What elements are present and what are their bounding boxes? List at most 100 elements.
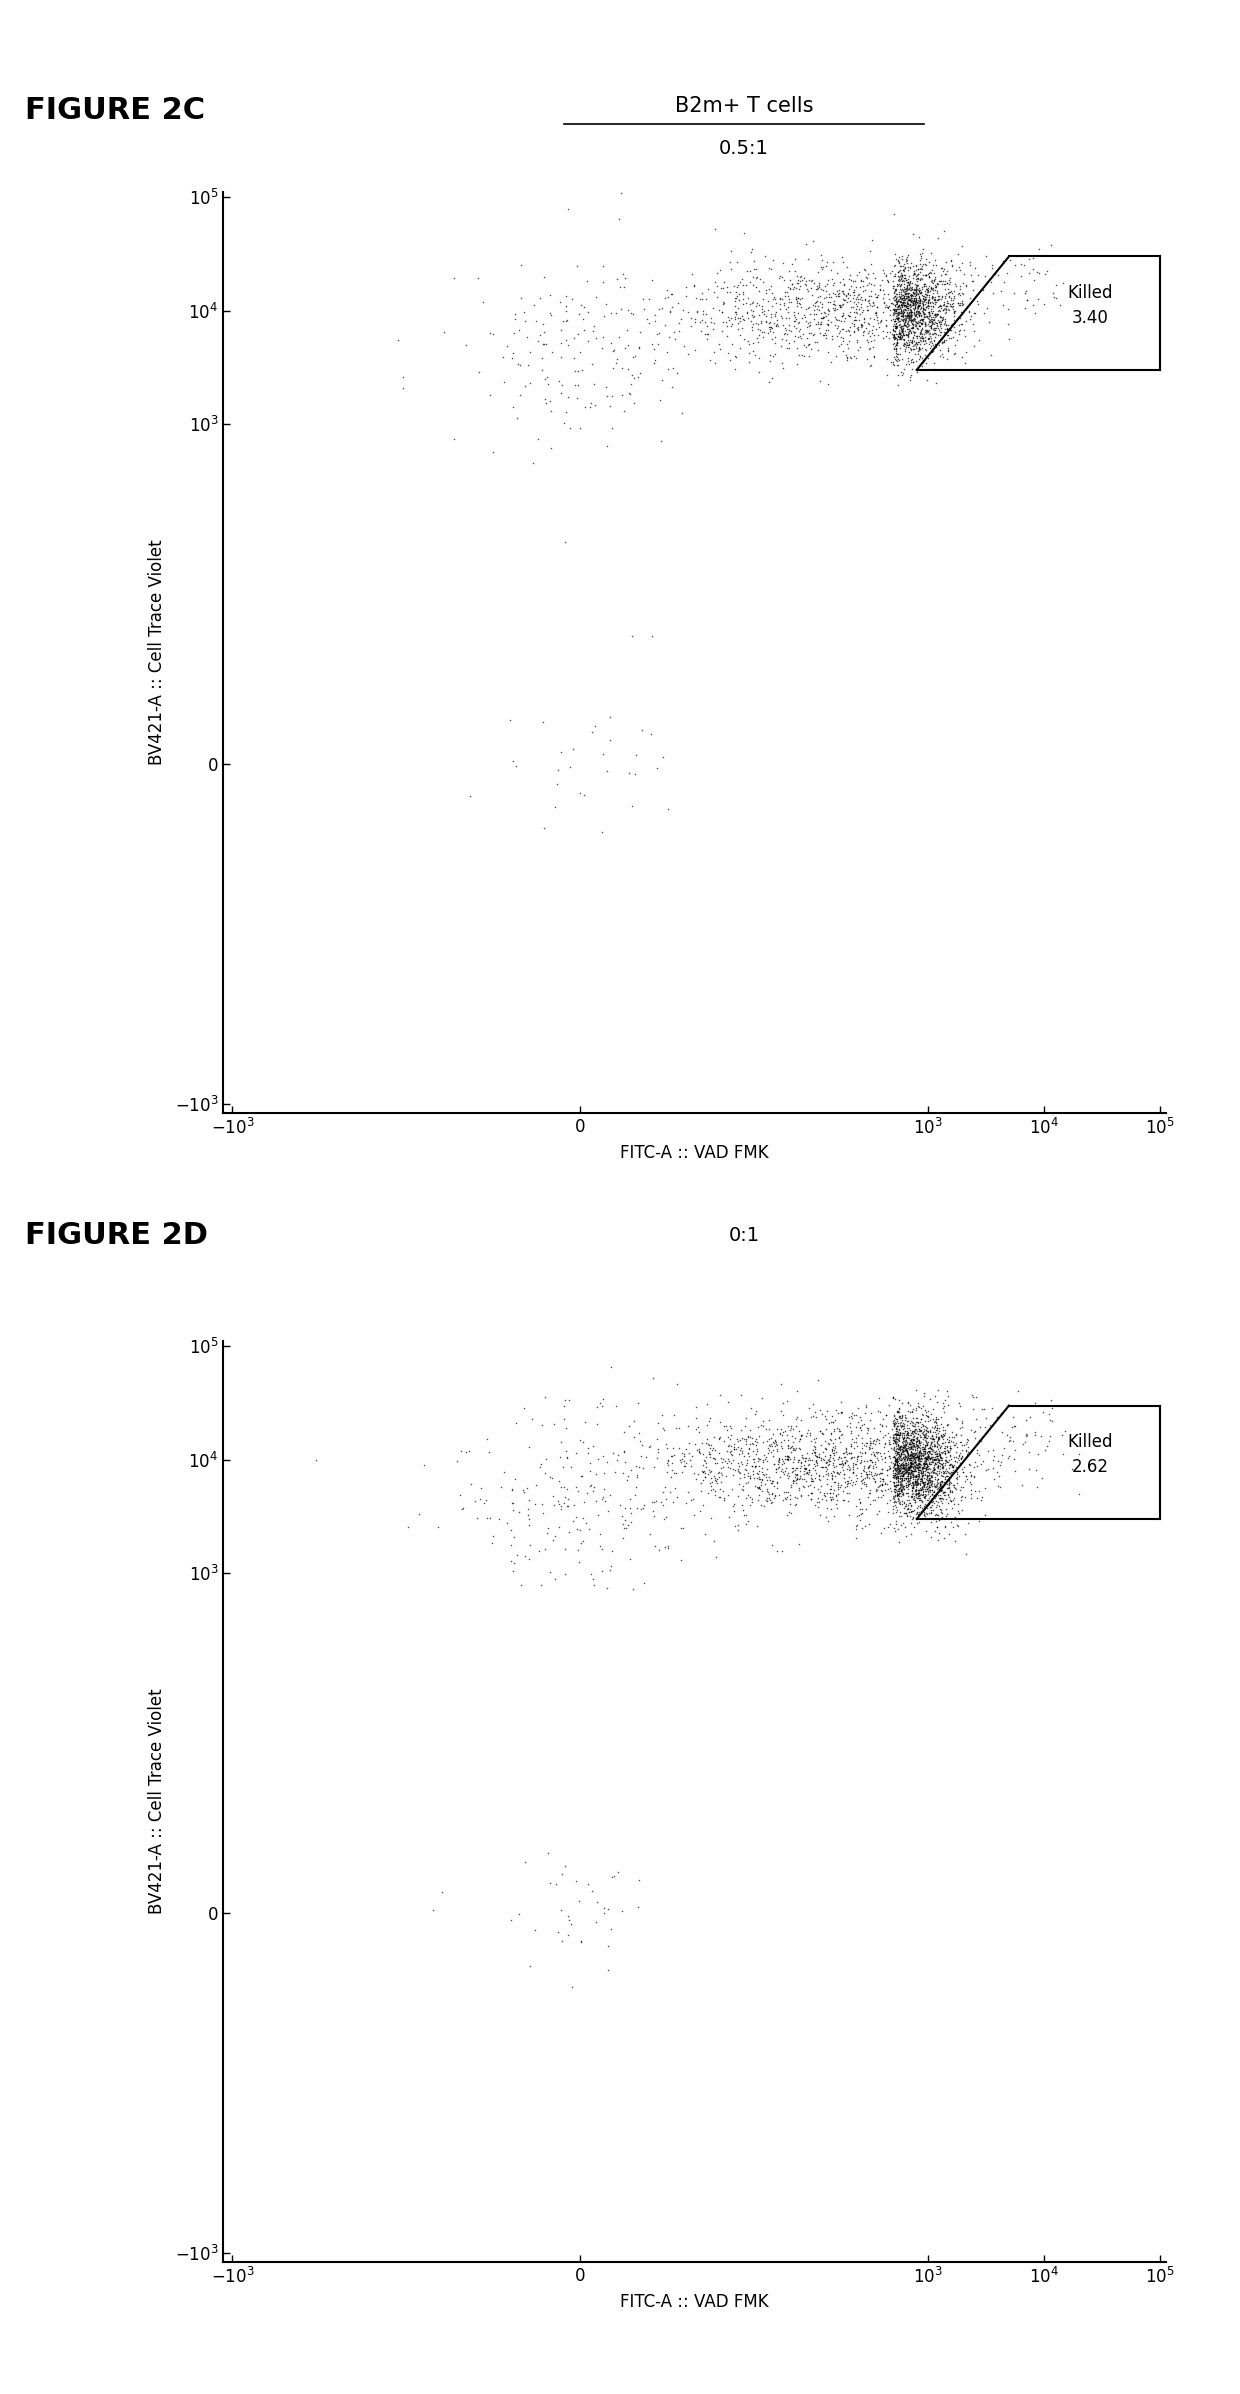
Point <box>777 1456 797 1494</box>
Point <box>935 266 955 304</box>
Point <box>888 1391 908 1429</box>
Point <box>924 304 944 342</box>
Point <box>916 1460 936 1499</box>
Point <box>707 266 727 304</box>
Point <box>667 354 687 393</box>
Point <box>906 1439 926 1477</box>
Point <box>569 294 589 333</box>
Point <box>915 1487 935 1525</box>
Point <box>822 1456 842 1494</box>
Point <box>839 338 859 376</box>
Point <box>889 280 909 318</box>
Point <box>712 1439 732 1477</box>
Point <box>709 1458 729 1496</box>
Point <box>916 256 936 294</box>
Point <box>709 1453 729 1491</box>
Point <box>913 1458 932 1496</box>
Point <box>673 1508 693 1547</box>
Point <box>510 1896 529 1934</box>
Point <box>887 323 906 361</box>
Point <box>792 261 812 299</box>
Point <box>905 1410 925 1448</box>
Point <box>786 1484 806 1523</box>
Point <box>815 314 835 352</box>
Point <box>936 1429 956 1468</box>
Point <box>884 280 904 318</box>
Point <box>931 1470 951 1508</box>
Point <box>905 1460 925 1499</box>
Point <box>897 1444 916 1482</box>
Point <box>885 340 905 378</box>
Point <box>945 266 965 304</box>
Point <box>652 290 672 328</box>
Point <box>804 1448 823 1487</box>
Point <box>916 1494 936 1532</box>
Point <box>893 280 913 318</box>
Point <box>795 1456 815 1494</box>
Point <box>893 316 913 354</box>
Point <box>913 244 932 282</box>
Point <box>556 292 575 330</box>
Point <box>797 1456 817 1494</box>
Point <box>887 275 906 314</box>
Point <box>908 1429 928 1468</box>
Point <box>901 1424 921 1463</box>
Point <box>505 314 525 352</box>
Point <box>901 1451 921 1489</box>
Point <box>534 359 554 397</box>
Point <box>909 1503 929 1542</box>
Point <box>645 294 665 333</box>
Point <box>914 1432 934 1470</box>
Point <box>875 256 895 294</box>
Point <box>766 1453 786 1491</box>
Point <box>913 1405 932 1444</box>
Point <box>776 290 796 328</box>
Point <box>905 1458 925 1496</box>
Point <box>893 326 913 364</box>
Point <box>800 1415 820 1453</box>
Point <box>832 297 852 335</box>
Point <box>897 294 916 333</box>
Point <box>644 1448 663 1487</box>
Point <box>884 1508 904 1547</box>
Point <box>734 302 754 340</box>
Point <box>828 1468 848 1506</box>
Point <box>920 1494 940 1532</box>
Point <box>884 1408 904 1446</box>
Point <box>904 1444 924 1482</box>
Point <box>854 1465 874 1503</box>
Point <box>993 285 1013 323</box>
Point <box>928 1429 947 1468</box>
Point <box>825 1420 844 1458</box>
Point <box>901 1446 921 1484</box>
Point <box>701 1470 720 1508</box>
Point <box>852 292 872 330</box>
Point <box>903 1470 923 1508</box>
Point <box>746 304 766 342</box>
Point <box>932 1448 952 1487</box>
Point <box>875 1424 895 1463</box>
Point <box>899 311 919 350</box>
Point <box>908 1460 928 1499</box>
Point <box>884 1458 904 1496</box>
Point <box>945 280 965 318</box>
Point <box>935 271 955 309</box>
Point <box>934 1393 954 1432</box>
Point <box>775 1453 795 1491</box>
Point <box>951 1439 971 1477</box>
Point <box>904 309 924 347</box>
Point <box>748 304 768 342</box>
Point <box>506 1460 526 1499</box>
Point <box>868 1420 888 1458</box>
Point <box>738 323 758 361</box>
Point <box>898 247 918 285</box>
Point <box>693 1453 713 1491</box>
Point <box>892 294 911 333</box>
Point <box>901 292 921 330</box>
Point <box>744 330 764 369</box>
Point <box>934 290 954 328</box>
Point <box>712 268 732 306</box>
Point <box>921 1470 941 1508</box>
Point <box>916 1448 936 1487</box>
Point <box>894 1448 914 1487</box>
